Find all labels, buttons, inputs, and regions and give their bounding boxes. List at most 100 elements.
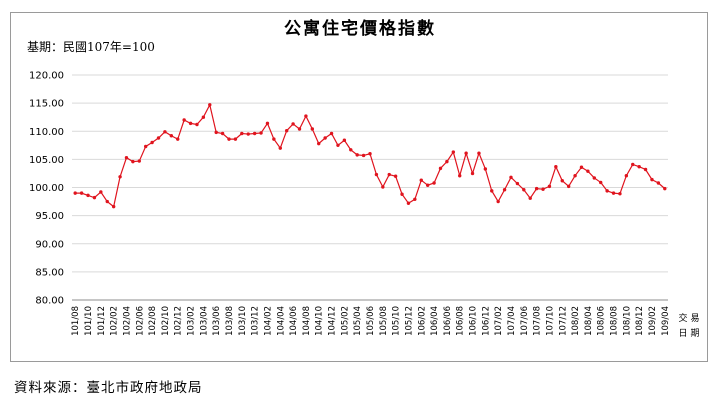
x-tick-label: 102/06: [135, 306, 145, 336]
x-tick-label: 108/08: [610, 306, 620, 336]
y-tick-label: 110.00: [29, 127, 64, 138]
x-tick-label: 104/04: [276, 306, 286, 336]
data-point: [605, 189, 609, 193]
data-point: [240, 131, 244, 136]
x-tick-label: 104/06: [289, 306, 299, 336]
data-point: [663, 186, 667, 191]
grid-lines: [72, 74, 668, 301]
data-point: [272, 137, 276, 141]
data-point: [425, 183, 430, 187]
x-tick-label: 107/06: [520, 306, 530, 336]
data-point: [355, 153, 359, 157]
data-point: [220, 131, 225, 136]
data-point: [547, 184, 552, 189]
data-point: [522, 188, 526, 192]
x-tick-label: 105/08: [379, 306, 389, 336]
x-tick-label: 103/12: [251, 306, 261, 336]
x-tick-label: 109/04: [661, 306, 671, 336]
chart-frame: [10, 12, 708, 362]
x-tick-label: 108/04: [584, 306, 594, 336]
data-point: [214, 130, 218, 135]
y-tick-label: 105.00: [29, 155, 64, 166]
data-point: [509, 175, 513, 180]
y-tick-label: 120.00: [29, 71, 64, 82]
x-tick-label: 106/06: [443, 306, 453, 336]
price-index-line: [75, 103, 666, 208]
data-point: [599, 180, 603, 185]
data-point: [310, 127, 315, 131]
data-point: [246, 132, 250, 136]
x-tick-label: 103/06: [212, 306, 222, 336]
data-point: [515, 181, 520, 186]
data-point: [336, 143, 340, 148]
x-tick-label: 104/08: [302, 306, 312, 336]
x-tick-label: 103/10: [238, 306, 248, 336]
data-point: [541, 187, 545, 191]
data-point: [252, 131, 257, 136]
x-tick-label: 103/08: [225, 306, 235, 336]
data-point: [477, 151, 481, 155]
chart-title: 公寓住宅價格指數: [284, 19, 436, 39]
x-tick-label: 104/02: [263, 306, 273, 336]
data-point: [650, 177, 654, 182]
data-point: [643, 167, 648, 172]
data-point: [265, 121, 270, 126]
data-point: [259, 131, 263, 135]
data-source-note: 資料來源：臺北市政府地政局: [14, 380, 203, 396]
data-point: [156, 136, 161, 140]
x-tick-label: 105/06: [366, 306, 376, 336]
series-line: [73, 103, 667, 209]
x-tick-label: 107/08: [533, 306, 543, 336]
data-point: [342, 138, 347, 142]
data-point: [163, 130, 167, 134]
data-point: [86, 193, 90, 198]
x-axis-title-char: 日: [678, 328, 687, 339]
data-point: [618, 191, 622, 196]
x-tick-label: 104/12: [328, 306, 338, 336]
data-point: [368, 152, 372, 156]
data-point: [483, 167, 488, 171]
x-tick-label: 108/10: [622, 306, 632, 336]
x-tick-label: 107/12: [558, 306, 568, 336]
data-point: [201, 115, 206, 119]
data-point: [323, 136, 327, 140]
x-tick-label: 108/02: [571, 306, 581, 336]
y-tick-label: 95.00: [35, 211, 64, 222]
x-axis-title: 交易日期: [678, 312, 699, 339]
data-point: [233, 137, 238, 141]
x-tick-label: 108/06: [597, 306, 607, 336]
data-point: [381, 185, 385, 189]
x-tick-label: 102/08: [148, 306, 158, 336]
x-tick-label: 106/08: [456, 306, 466, 336]
data-point: [413, 197, 417, 202]
x-axis-title-char: 交: [678, 312, 687, 324]
data-point: [534, 186, 539, 191]
data-point: [349, 148, 353, 152]
data-point: [464, 151, 468, 155]
x-tick-label: 102/12: [174, 306, 184, 336]
data-point: [131, 159, 135, 164]
data-point: [438, 166, 443, 171]
data-point: [458, 173, 462, 178]
data-point: [554, 164, 558, 169]
y-tick-label: 90.00: [35, 239, 64, 250]
data-point: [169, 134, 174, 138]
x-tick-label: 103/04: [199, 306, 209, 336]
data-point: [592, 176, 596, 180]
data-point: [387, 172, 391, 177]
x-tick-label: 102/02: [110, 306, 120, 336]
data-point: [105, 199, 109, 204]
data-point: [419, 178, 423, 182]
data-point: [656, 181, 661, 185]
x-tick-label: 108/12: [635, 306, 645, 336]
data-point: [374, 172, 379, 177]
y-tick-label: 100.00: [29, 183, 64, 194]
x-tick-label: 106/10: [469, 306, 479, 336]
data-point: [451, 150, 456, 154]
data-point: [188, 121, 193, 126]
data-point: [573, 173, 577, 178]
data-point: [317, 141, 321, 146]
data-point: [176, 137, 180, 141]
y-axis-ticks: 80.00 85.00 90.00 95.00 100.00 105.00 110.00 11…: [29, 71, 64, 307]
